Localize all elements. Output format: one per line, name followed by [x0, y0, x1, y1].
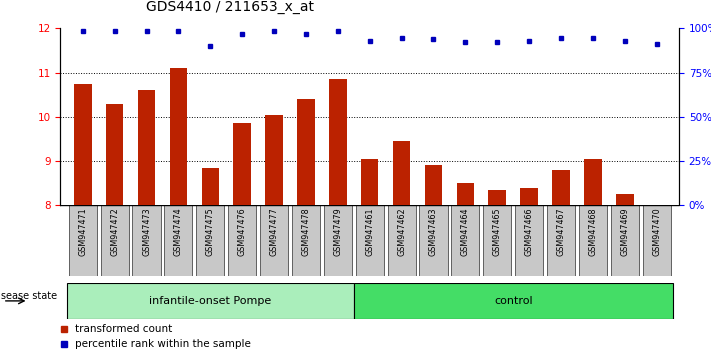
Bar	[265, 115, 283, 205]
FancyBboxPatch shape	[164, 205, 193, 276]
FancyBboxPatch shape	[101, 205, 129, 276]
FancyBboxPatch shape	[643, 205, 670, 276]
Text: GDS4410 / 211653_x_at: GDS4410 / 211653_x_at	[146, 0, 314, 14]
FancyBboxPatch shape	[387, 205, 416, 276]
Bar	[67, 283, 354, 319]
FancyBboxPatch shape	[483, 205, 511, 276]
FancyBboxPatch shape	[260, 205, 288, 276]
Text: GSM947465: GSM947465	[493, 207, 502, 256]
Bar	[456, 183, 474, 205]
Text: GSM947477: GSM947477	[269, 207, 279, 256]
Text: GSM947471: GSM947471	[78, 207, 87, 256]
Text: GSM947470: GSM947470	[652, 207, 661, 256]
Bar	[520, 188, 538, 205]
Text: disease state: disease state	[0, 291, 57, 301]
Text: GSM947467: GSM947467	[557, 207, 565, 256]
Bar	[552, 170, 570, 205]
FancyBboxPatch shape	[132, 205, 161, 276]
Text: GSM947466: GSM947466	[525, 207, 534, 256]
FancyBboxPatch shape	[324, 205, 352, 276]
FancyBboxPatch shape	[292, 205, 320, 276]
FancyBboxPatch shape	[196, 205, 225, 276]
FancyBboxPatch shape	[579, 205, 607, 276]
Bar	[138, 90, 155, 205]
Text: GSM947464: GSM947464	[461, 207, 470, 256]
Bar	[488, 190, 506, 205]
Text: GSM947474: GSM947474	[174, 207, 183, 256]
Text: infantile-onset Pompe: infantile-onset Pompe	[149, 296, 272, 306]
FancyBboxPatch shape	[515, 205, 543, 276]
Bar	[170, 68, 187, 205]
Bar	[106, 103, 124, 205]
Bar	[233, 124, 251, 205]
Bar	[584, 159, 602, 205]
Text: GSM947476: GSM947476	[237, 207, 247, 256]
Text: transformed count: transformed count	[75, 324, 172, 334]
Bar	[616, 194, 634, 205]
Bar	[354, 283, 673, 319]
Text: GSM947479: GSM947479	[333, 207, 342, 256]
Text: GSM947478: GSM947478	[301, 207, 311, 256]
FancyBboxPatch shape	[228, 205, 256, 276]
FancyBboxPatch shape	[547, 205, 575, 276]
FancyBboxPatch shape	[356, 205, 384, 276]
FancyBboxPatch shape	[451, 205, 479, 276]
Bar	[201, 168, 219, 205]
Text: percentile rank within the sample: percentile rank within the sample	[75, 339, 250, 349]
Text: GSM947462: GSM947462	[397, 207, 406, 256]
Text: GSM947461: GSM947461	[365, 207, 374, 256]
Text: control: control	[494, 296, 533, 306]
Bar	[329, 79, 346, 205]
FancyBboxPatch shape	[69, 205, 97, 276]
Text: GSM947472: GSM947472	[110, 207, 119, 256]
Bar	[361, 159, 378, 205]
FancyBboxPatch shape	[611, 205, 638, 276]
Bar	[424, 166, 442, 205]
Text: GSM947475: GSM947475	[205, 207, 215, 256]
Bar	[297, 99, 315, 205]
FancyBboxPatch shape	[419, 205, 447, 276]
Text: GSM947473: GSM947473	[142, 207, 151, 256]
Text: GSM947469: GSM947469	[620, 207, 629, 256]
Text: GSM947468: GSM947468	[589, 207, 597, 256]
Text: GSM947463: GSM947463	[429, 207, 438, 256]
Bar	[74, 84, 92, 205]
Bar	[393, 141, 410, 205]
